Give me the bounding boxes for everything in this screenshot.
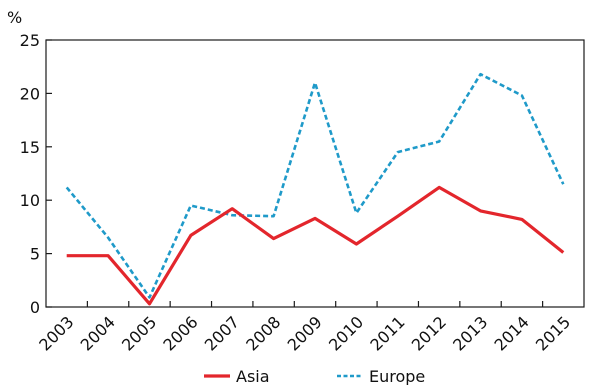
legend-label-asia: Asia (236, 367, 270, 385)
y-axis-unit-label: % (7, 8, 22, 27)
x-tick-label: 2010 (325, 312, 367, 354)
x-tick-label: 2015 (532, 312, 574, 354)
y-tick-label: 10 (20, 191, 40, 210)
series-layer (65, 72, 565, 306)
legend: Asia Europe (204, 367, 425, 385)
plot-border (45, 39, 585, 308)
y-tick-label: 25 (20, 31, 40, 50)
y-tick-label: 20 (20, 84, 40, 103)
y-tick-label: 0 (30, 298, 40, 317)
x-tick-label: 2004 (77, 312, 119, 354)
plot-frame (45, 39, 585, 308)
x-tick-label: 2003 (35, 312, 77, 354)
x-axis-ticks: 2003 2004 2005 2006 2007 2008 2009 2010 2011 2012… (35, 301, 574, 355)
legend-label-europe: Europe (369, 367, 425, 385)
x-tick-label: 2009 (284, 312, 326, 354)
x-tick-label: 2013 (449, 312, 491, 354)
x-tick-label: 2011 (366, 312, 408, 354)
y-tick-label: 5 (30, 245, 40, 264)
series-line-europe (65, 72, 565, 299)
x-tick-label: 2014 (491, 312, 533, 354)
x-tick-label: 2007 (201, 312, 243, 354)
x-tick-label: 2006 (159, 312, 201, 354)
y-axis-ticks: 0 5 10 15 20 25 (20, 31, 52, 317)
x-tick-label: 2005 (118, 312, 160, 354)
y-tick-label: 15 (20, 138, 40, 157)
x-tick-label: 2012 (408, 312, 450, 354)
x-tick-label: 2008 (242, 312, 284, 354)
series-line-asia (66, 185, 565, 306)
